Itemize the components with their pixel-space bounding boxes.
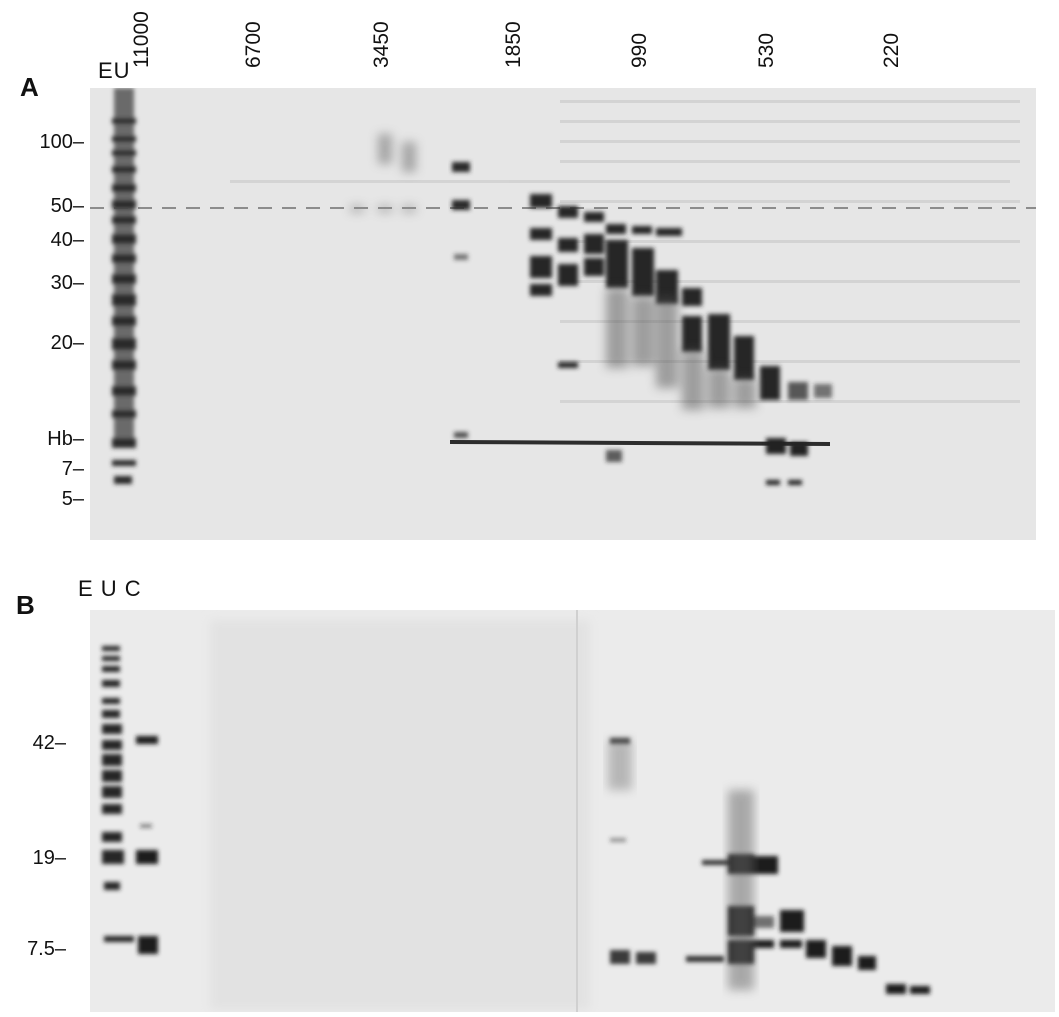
size-label-6700: 6700: [242, 21, 265, 68]
marker-20: 20–: [50, 332, 84, 354]
marker-7: 7–: [61, 458, 84, 480]
marker-30: 30–: [50, 272, 84, 294]
marker-19: 19–: [32, 847, 66, 869]
panel-a-letter: A: [20, 72, 39, 102]
panel-a-lane-header: EU: [98, 58, 131, 83]
panel-b-lane-header: E U C: [78, 576, 142, 601]
gel-panel-b: [90, 610, 1055, 1012]
size-label-220: 220: [880, 32, 903, 68]
panel-b-letter: B: [16, 590, 35, 620]
size-label-990: 990: [628, 32, 651, 68]
marker-42: 42–: [32, 732, 66, 754]
marker-100: 100–: [39, 131, 85, 153]
size-label-1850: 1850: [502, 21, 525, 68]
size-label-530: 530: [755, 32, 778, 68]
marker-hb: Hb–: [47, 428, 84, 450]
gel-panel-a-image: [90, 88, 1036, 540]
marker-7-5: 7.5–: [27, 938, 66, 960]
gel-panel-a: [90, 88, 1036, 540]
gel-panel-b-image: [90, 610, 1055, 1012]
marker-5: 5–: [61, 488, 84, 510]
marker-40: 40–: [50, 229, 84, 251]
size-label-3450: 3450: [370, 21, 393, 68]
size-label-11000: 11000: [130, 11, 153, 68]
marker-50: 50–: [50, 195, 84, 217]
